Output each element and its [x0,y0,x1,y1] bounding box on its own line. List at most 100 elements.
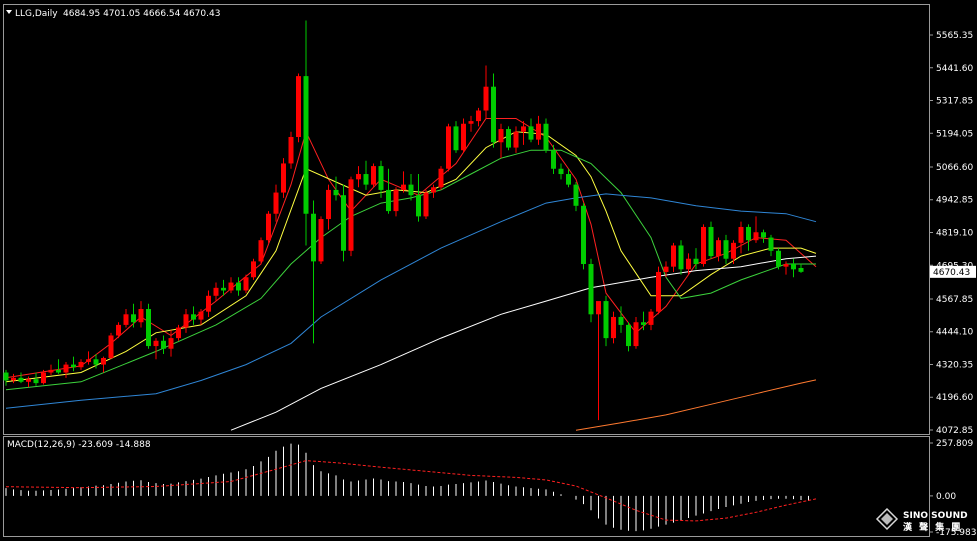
candle-body [641,322,646,325]
candle [708,221,714,259]
candle-body [41,372,46,384]
candle-body [408,184,414,196]
candle [198,309,204,325]
candle [101,356,106,373]
candle [446,123,451,172]
logo-line2: 漢 聲 集 團 [903,521,962,533]
candle-body [596,301,601,315]
price-tick-label: 4072.85 [936,426,973,436]
candle-body [693,258,699,265]
candle [633,316,639,349]
candle [753,216,759,243]
candle-body [491,86,496,143]
candlesticks [3,20,804,421]
candle [288,131,294,169]
candle [86,351,91,365]
logo-line1: SINO SOUND [903,511,968,521]
candle [371,163,376,188]
candle [731,240,736,265]
candle-body [243,277,249,291]
candle-body [506,129,511,148]
ma120-line [230,255,817,431]
price-tick-label: 4196.60 [936,393,973,403]
price-tick-label: 5441.60 [936,64,973,74]
candle [243,274,249,294]
candle-body [528,126,534,140]
candle [348,176,354,257]
price-tick-label: 4567.85 [936,295,973,305]
candle [566,168,571,188]
candle-body [431,187,436,193]
candle [71,356,76,372]
candle-body [581,205,586,265]
candle [183,309,189,333]
candle-body [183,314,189,328]
candle [491,73,496,148]
candle [476,107,481,127]
candle-body [686,258,691,270]
candle [761,229,766,243]
candle [618,306,624,333]
candle-body [776,250,781,267]
candle [461,118,466,153]
macd-histogram [5,443,809,532]
candle [498,123,504,159]
candle [393,187,399,217]
candle-body [446,126,451,169]
candle [723,234,729,265]
candle-body [746,226,751,241]
candle [153,338,159,360]
candle-body [753,232,759,241]
candle-body [678,245,684,270]
candle-body [656,271,661,312]
candle [258,237,264,265]
candle [303,20,309,246]
candle-body [221,287,226,291]
candle-body [228,282,234,291]
candle [536,115,541,145]
candle [543,118,549,153]
candle [123,309,129,328]
candle-body [386,189,391,212]
candle-body [626,324,631,347]
candle-body [498,129,504,143]
candle [176,324,181,341]
candle [641,311,646,331]
candle-body [513,131,519,148]
candle [146,303,151,349]
candle-body [566,174,571,185]
candle [671,242,676,272]
candle-body [401,184,406,190]
price-pane-frame [3,4,930,435]
candle [326,184,331,230]
candle [483,65,489,119]
candle-body [363,174,369,185]
ma60-line [5,193,817,409]
logo-inner-icon [881,513,893,525]
symbol-dropdown-icon[interactable] [6,10,12,14]
candle [776,248,781,270]
candle-body [708,226,714,257]
candle-body [311,213,316,262]
macd-tick-label: 257.809 [936,439,973,449]
candle-body [356,174,361,180]
candle-body [176,327,181,339]
candle [3,369,9,386]
candle-body [423,192,429,217]
candle-body [611,316,616,339]
sino-sound-logo: SINO SOUND 漢 聲 集 團 [875,507,968,533]
candle-body [48,369,54,373]
candle-body [153,340,159,347]
candle [333,176,339,201]
candle [521,121,526,145]
candle-body [266,213,271,241]
candle-body [341,195,346,251]
candle [431,184,436,198]
candle-body [663,266,669,272]
candle-body [11,377,16,381]
candle [363,160,369,190]
candle-body [618,316,624,325]
candle-body [348,179,354,251]
